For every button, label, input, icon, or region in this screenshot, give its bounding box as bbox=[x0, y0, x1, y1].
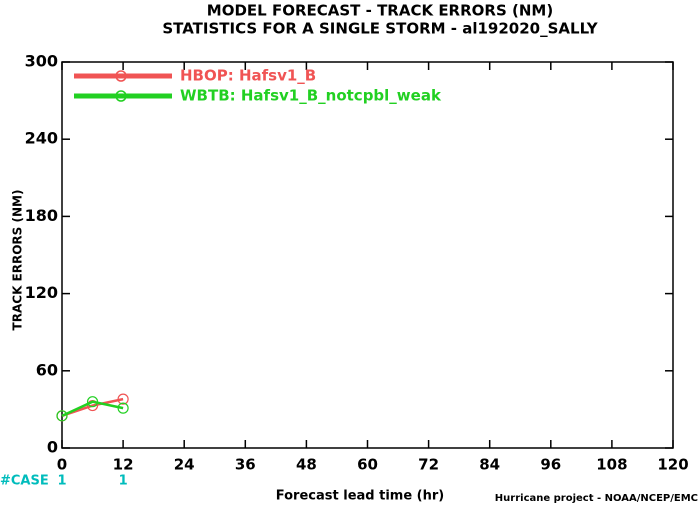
legend-label: WBTB: Hafsv1_B_notcpbl_weak bbox=[180, 87, 442, 105]
y-tick-label: 300 bbox=[25, 52, 58, 71]
x-tick-label: 84 bbox=[479, 456, 500, 474]
x-tick-label: 120 bbox=[657, 456, 688, 474]
x-tick-label: 72 bbox=[418, 456, 439, 474]
legend-marker bbox=[115, 90, 127, 102]
point bbox=[117, 402, 129, 414]
y-tick-label: 240 bbox=[25, 129, 58, 148]
legend-marker bbox=[115, 70, 127, 82]
x-tick-label: 48 bbox=[296, 456, 317, 474]
legend-label: HBOP: Hafsv1_B bbox=[180, 67, 316, 85]
point bbox=[56, 410, 68, 422]
y-tick-label: 0 bbox=[47, 438, 58, 457]
x-tick-label: 24 bbox=[174, 456, 195, 474]
chart-title: MODEL FORECAST - TRACK ERRORS (NM) bbox=[207, 2, 553, 20]
y-tick-label: 180 bbox=[25, 206, 58, 225]
y-axis-label: TRACK ERRORS (NM) bbox=[11, 190, 25, 331]
x-tick-label: 108 bbox=[596, 456, 627, 474]
x-axis-label: Forecast lead time (hr) bbox=[276, 489, 444, 504]
case-count: 1 bbox=[57, 474, 66, 489]
series-line bbox=[61, 400, 124, 417]
x-tick-label: 12 bbox=[113, 456, 134, 474]
x-tick-label: 96 bbox=[540, 456, 561, 474]
plot-frame bbox=[61, 61, 674, 449]
case-label: #CASE bbox=[0, 474, 49, 489]
point bbox=[86, 396, 99, 408]
case-count: 1 bbox=[119, 474, 128, 489]
footer: Hurricane project - NOAA/NCEP/EMC bbox=[495, 493, 698, 504]
x-tick-label: 0 bbox=[57, 456, 67, 474]
y-tick-label: 120 bbox=[25, 283, 58, 302]
x-tick-label: 60 bbox=[357, 456, 378, 474]
x-tick-label: 36 bbox=[235, 456, 256, 474]
point bbox=[117, 393, 129, 405]
chart-subtitle: STATISTICS FOR A SINGLE STORM - al192020… bbox=[162, 20, 598, 38]
y-tick-label: 60 bbox=[36, 360, 58, 379]
